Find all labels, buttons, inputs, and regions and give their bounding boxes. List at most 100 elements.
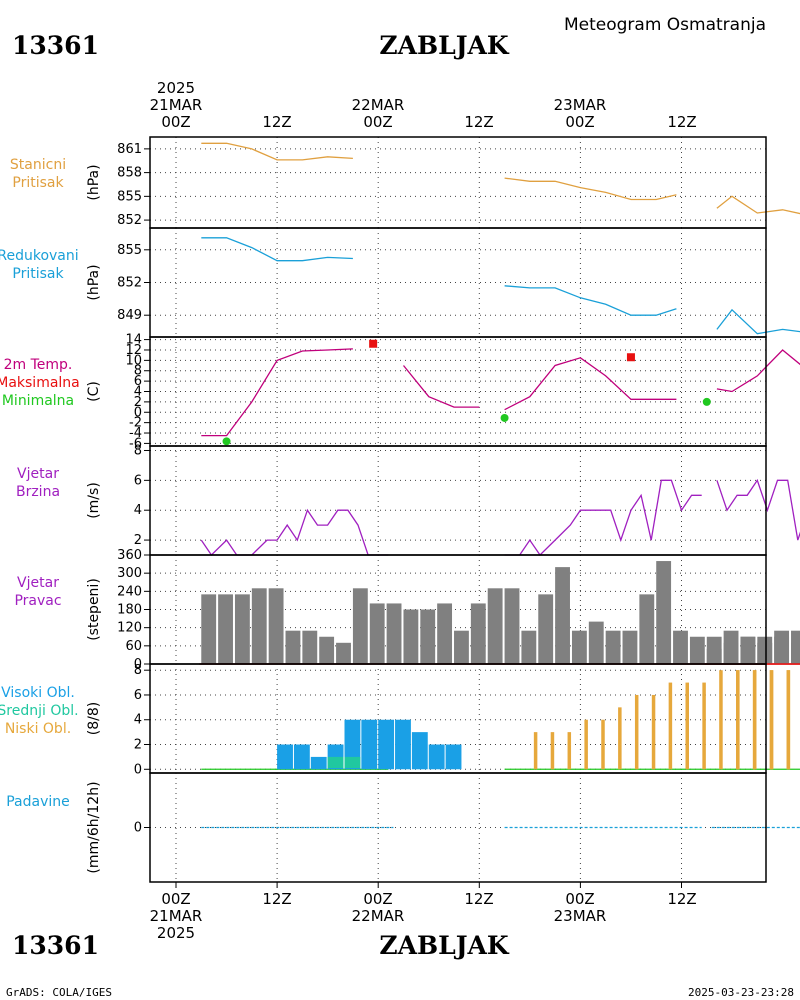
high-cloud-bar (445, 744, 462, 770)
data-series-line (504, 177, 677, 201)
wind-direction-bar (251, 588, 267, 664)
panel-label: Pritisak (12, 266, 64, 282)
data-series-line (716, 195, 800, 215)
wind-direction-bar (336, 642, 351, 664)
panel-label: Minimalna (2, 393, 74, 409)
wind-direction-bar (740, 636, 756, 664)
day1-noon-top: 12Z (262, 113, 291, 131)
wind-direction-bar (689, 636, 705, 664)
y-tick-label: 858 (117, 166, 142, 181)
y-tick-label: 120 (117, 621, 142, 636)
low-cloud-bar (618, 707, 622, 770)
unit-label: (mm/6h/12h) (86, 781, 102, 873)
y-tick-label: 4 (134, 503, 142, 518)
wind-direction-bar (470, 603, 486, 664)
day3-hour-top: 00Z (565, 113, 594, 131)
y-tick-label: 180 (117, 603, 142, 618)
mid-cloud-bar (344, 756, 361, 769)
data-series-line (504, 479, 702, 557)
year-label-top: 2025 (157, 79, 195, 97)
chart-title: Meteogram Osmatranja (564, 15, 766, 35)
wind-direction-bar (757, 642, 773, 664)
min-temp-marker (222, 437, 231, 446)
wind-direction-bar (706, 636, 722, 664)
panel-label: Niski Obl. (5, 721, 71, 737)
day2-hour-top: 00Z (363, 113, 392, 131)
panel-label: Stanicni (10, 157, 66, 173)
y-tick-label: 6 (134, 374, 142, 389)
y-tick-label: 852 (117, 213, 142, 228)
unit-label: (C) (86, 381, 102, 402)
y-tick-label: 4 (134, 385, 142, 400)
y-tick-label: 8 (134, 364, 142, 379)
day1-hour-bottom: 00Z (161, 890, 190, 908)
unit-label: (m/s) (86, 482, 102, 519)
wind-direction-bar (285, 630, 301, 664)
panel-label: Vjetar (17, 575, 59, 591)
low-cloud-bar (651, 694, 656, 770)
y-tick-label: -6 (129, 436, 142, 451)
panel-label: 2m Temp. (4, 357, 73, 373)
wind-direction-bar (352, 588, 368, 664)
data-series-line (716, 308, 800, 335)
low-cloud-bar (567, 732, 572, 770)
data-series-line (200, 508, 389, 557)
low-cloud-bar (584, 719, 588, 770)
wind-direction-bar (218, 594, 233, 664)
wind-direction-bar (521, 630, 537, 664)
day3-date-bottom: 23MAR (554, 907, 607, 925)
unit-label: (8/8) (86, 702, 102, 735)
high-cloud-bar (378, 719, 395, 770)
panel-frame (149, 445, 767, 556)
low-cloud-bar (533, 732, 538, 770)
panel-frame (149, 136, 767, 229)
high-cloud-bar (395, 719, 411, 770)
panel-label: Brzina (16, 484, 60, 500)
high-cloud-bar (293, 744, 310, 770)
day1-date-bottom: 21MAR (150, 907, 203, 925)
day3-noon-bottom: 12Z (667, 890, 696, 908)
low-cloud-bar (550, 732, 555, 770)
y-tick-label: 240 (117, 584, 142, 599)
wind-direction-bar (656, 561, 672, 664)
panel-label: Padavine (6, 794, 70, 810)
low-cloud-bar (668, 682, 673, 770)
wind-direction-bar (437, 603, 453, 664)
wind-direction-bar (588, 621, 604, 664)
year-label-bottom: 2025 (157, 924, 195, 942)
data-series-line (504, 357, 677, 411)
high-cloud-bar (310, 756, 327, 770)
y-tick-label: 0 (134, 657, 142, 672)
station-id-bottom: 13361 (12, 931, 99, 960)
wind-direction-bar (234, 594, 250, 664)
y-tick-label: 300 (117, 566, 142, 581)
y-tick-label: 2 (134, 738, 142, 753)
y-tick-label: 360 (117, 548, 142, 563)
high-cloud-bar (277, 744, 293, 770)
high-cloud-bar (411, 732, 428, 770)
low-cloud-bar (634, 694, 639, 770)
panel-label: Visoki Obl. (1, 685, 75, 701)
day2-noon-bottom: 12Z (464, 890, 493, 908)
low-cloud-bar (752, 670, 757, 770)
low-cloud-bar (601, 719, 605, 770)
day3-noon-top: 12Z (667, 113, 696, 131)
wind-direction-bar (571, 630, 587, 664)
wind-direction-bar (622, 630, 638, 664)
panel-label: Srednji Obl. (0, 703, 79, 719)
y-tick-label: 8 (134, 663, 142, 678)
wind-direction-bar (774, 636, 790, 664)
y-tick-label: 852 (117, 276, 142, 291)
wind-direction-bar (605, 630, 621, 664)
high-cloud-bar (428, 744, 445, 770)
low-cloud-bar (769, 670, 774, 770)
wind-direction-bar (386, 603, 402, 664)
y-tick-label: 60 (125, 639, 142, 654)
low-cloud-bar (736, 670, 740, 770)
data-series-line (504, 285, 677, 316)
station-name-bottom: ZABLJAK (379, 931, 510, 960)
min-temp-marker (500, 413, 509, 422)
panel-label: Pritisak (12, 175, 64, 191)
unit-label: (hPa) (86, 164, 102, 200)
y-tick-label: 0 (134, 821, 142, 836)
